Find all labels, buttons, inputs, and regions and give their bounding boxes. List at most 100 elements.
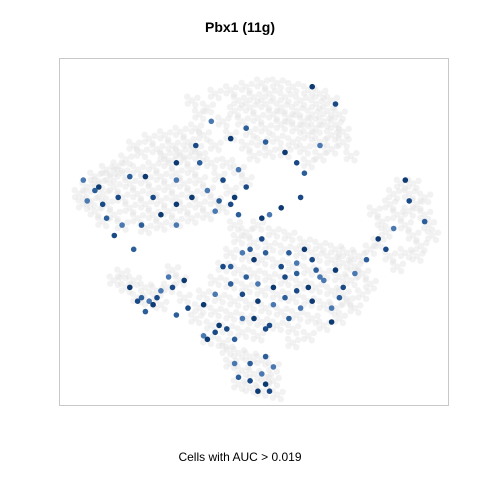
background-point [146, 135, 153, 142]
background-point [347, 277, 355, 284]
background-point [274, 291, 281, 298]
background-point [347, 308, 354, 315]
background-point [390, 205, 397, 212]
background-point [122, 207, 129, 215]
background-point [312, 284, 320, 291]
background-point [239, 118, 246, 125]
background-point [397, 267, 405, 275]
background-point [242, 380, 249, 388]
background-point [374, 214, 381, 221]
highlight-point [231, 336, 238, 343]
background-point [318, 98, 325, 105]
highlight-point [262, 250, 269, 256]
background-point [380, 236, 387, 243]
background-point [324, 100, 331, 107]
background-point [324, 326, 331, 334]
highlight-point [173, 177, 180, 183]
highlight-point [309, 256, 316, 263]
background-point [345, 257, 352, 264]
background-point [322, 149, 329, 157]
background-point [130, 218, 137, 225]
background-point [312, 148, 319, 156]
background-point [413, 238, 420, 246]
background-point [231, 107, 238, 115]
background-point [204, 104, 211, 111]
highlight-point [259, 371, 265, 377]
background-point [163, 170, 170, 178]
background-point [248, 80, 255, 88]
background-point [364, 267, 372, 274]
background-point [114, 266, 121, 273]
background-point [207, 304, 214, 311]
background-point [301, 118, 308, 125]
background-point [339, 115, 347, 123]
background-point [230, 162, 237, 170]
background-point [289, 325, 296, 333]
background-point [207, 191, 215, 199]
background-point [293, 100, 300, 107]
background-point [285, 342, 292, 349]
background-point [176, 297, 184, 305]
background-point [103, 166, 110, 173]
background-point [242, 387, 250, 394]
background-point [423, 239, 430, 247]
highlight-point [282, 294, 288, 301]
background-point [328, 256, 335, 263]
background-point [309, 315, 316, 322]
background-point [320, 270, 327, 277]
background-point [281, 110, 288, 118]
background-point [186, 177, 193, 184]
background-point [293, 299, 300, 306]
background-point [318, 122, 325, 129]
background-point [194, 212, 201, 219]
background-point [297, 242, 304, 249]
background-point [277, 242, 284, 249]
highlight-point [262, 139, 269, 145]
background-point [137, 180, 145, 187]
background-point [295, 322, 302, 330]
background-point [297, 121, 304, 128]
background-point [300, 301, 308, 308]
background-point [130, 142, 137, 149]
background-point [397, 218, 404, 225]
background-point [300, 128, 307, 135]
background-point [308, 91, 315, 98]
background-point [339, 245, 346, 253]
background-point [295, 80, 302, 88]
background-point [392, 250, 399, 257]
background-point [296, 142, 303, 149]
background-point [265, 114, 273, 121]
background-point [149, 148, 156, 156]
background-point [118, 287, 125, 294]
background-point [192, 114, 199, 121]
background-point [333, 284, 341, 292]
background-point [207, 193, 214, 201]
background-point [341, 271, 348, 278]
background-point [174, 264, 182, 271]
background-point [343, 298, 351, 305]
background-point [246, 319, 253, 327]
background-point [343, 249, 351, 256]
background-point [312, 319, 319, 327]
background-point [153, 145, 161, 153]
highlight-point [138, 294, 145, 301]
background-point [203, 155, 210, 163]
background-point [200, 339, 207, 346]
highlight-point [92, 187, 98, 194]
background-point [114, 216, 122, 223]
background-point [291, 229, 298, 236]
background-point [147, 222, 154, 229]
background-point [192, 180, 199, 187]
background-point [406, 208, 413, 215]
background-point [231, 270, 238, 277]
highlight-point [375, 236, 382, 242]
highlight-point [340, 284, 347, 291]
background-point [231, 254, 238, 261]
background-point [390, 266, 397, 273]
background-point [108, 198, 116, 205]
background-point [264, 77, 271, 84]
background-point [208, 322, 215, 329]
background-point [250, 110, 257, 118]
background-point [227, 164, 234, 171]
background-point [87, 204, 94, 211]
